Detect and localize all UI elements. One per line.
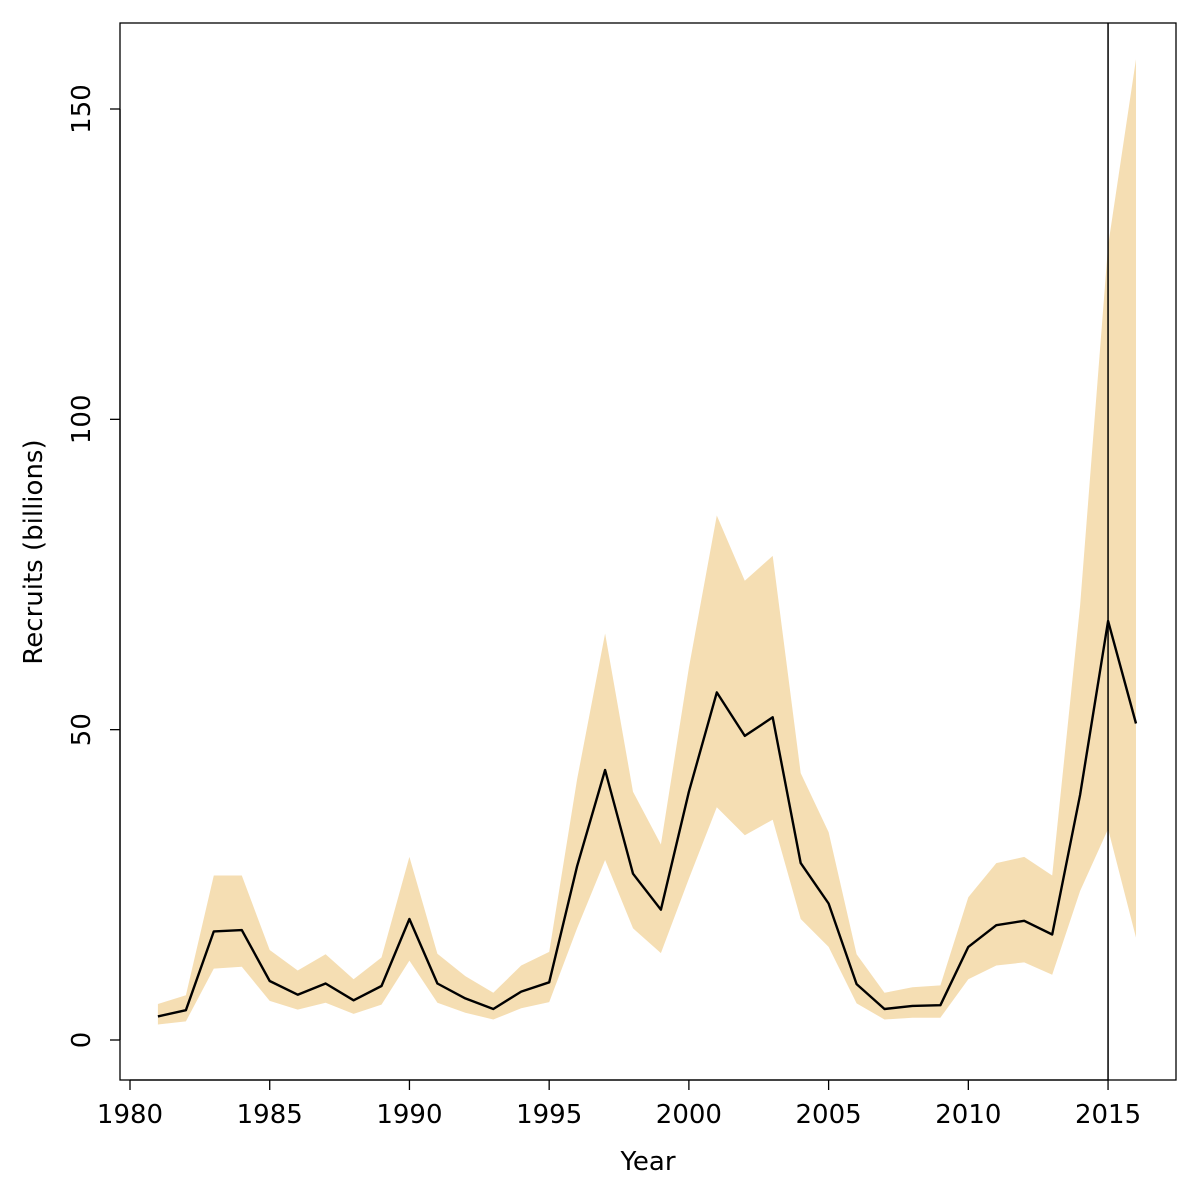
y-tick-label: 150 [67,84,97,134]
confidence-band-layer [157,59,1136,1025]
y-axis: 0 50 100 150 [67,84,121,1049]
recruits-series-line [157,619,1138,1018]
x-tick-label: 2010 [935,1100,1001,1130]
y-axis-label: Recruits (billions) [19,439,49,664]
x-tick-label: 2000 [656,1100,722,1130]
recruits-line-layer [157,619,1138,1018]
x-tick-label: 2005 [796,1100,862,1130]
x-tick-label: 1995 [516,1100,582,1130]
x-tick-label: 1990 [376,1100,442,1130]
x-tick-label: 2015 [1075,1100,1141,1130]
x-axis: 1980 1985 1990 1995 2000 2005 2010 2015 [97,1079,1141,1130]
x-tick-label: 1980 [97,1100,163,1130]
x-tick-label: 1985 [237,1100,303,1130]
y-tick-label: 0 [67,1032,97,1049]
y-tick-label: 100 [67,395,97,445]
x-axis-label: Year [619,1147,675,1177]
y-tick-label: 50 [67,713,97,746]
confidence-band [157,59,1136,1025]
